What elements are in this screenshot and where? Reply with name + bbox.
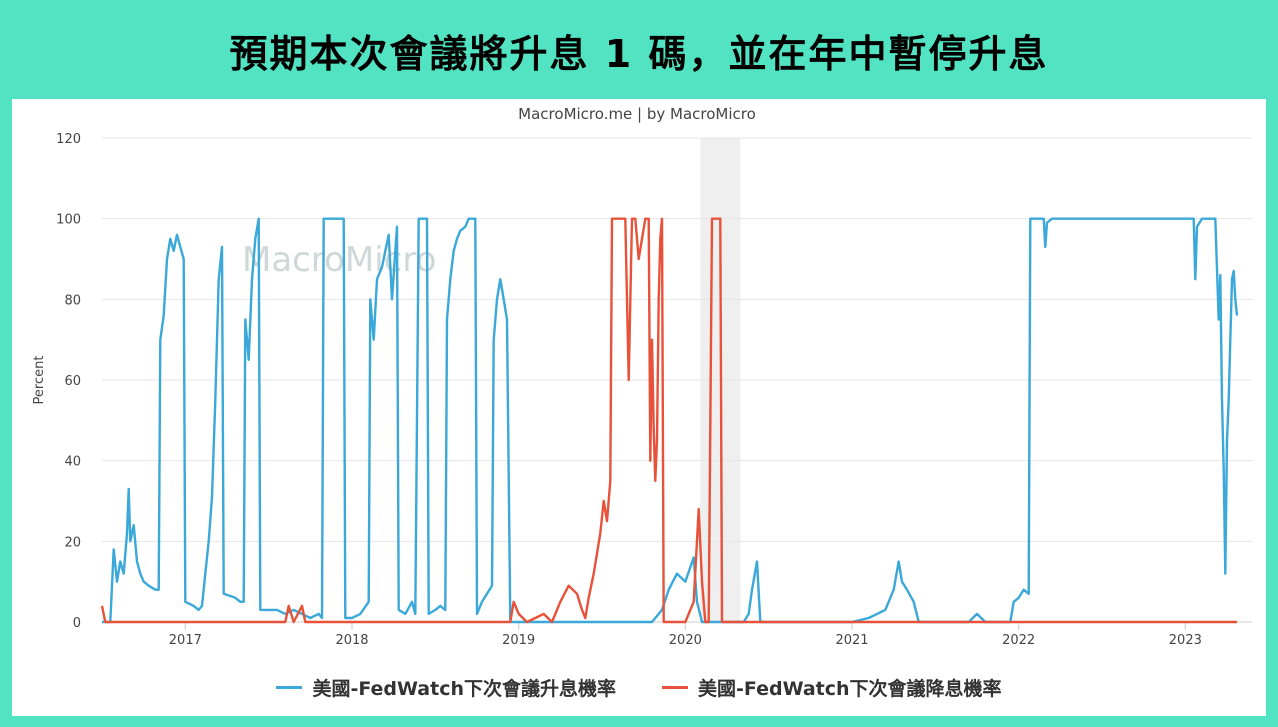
legend-item-cut[interactable]: 美國-FedWatch下次會議降息機率 xyxy=(662,674,1002,701)
x-tick-label: 2020 xyxy=(669,633,702,648)
x-tick-label: 2019 xyxy=(502,633,535,648)
chart-credit: MacroMicro.me | by MacroMicro xyxy=(518,105,756,123)
y-axis-title: Percent xyxy=(32,356,47,405)
legend-swatch-hike xyxy=(276,685,303,689)
y-tick-label: 60 xyxy=(64,374,81,389)
y-tick-label: 100 xyxy=(56,213,81,228)
chart-headline: 預期本次會議將升息 1 碼，並在年中暫停升息 xyxy=(229,31,1049,76)
y-gridlines xyxy=(102,137,1252,623)
series-line-hike xyxy=(102,217,1239,624)
x-tick-label: 2023 xyxy=(1169,633,1202,648)
chart-legend: 美國-FedWatch下次會議升息機率 美國-FedWatch下次會議降息機率 xyxy=(12,667,1266,707)
y-tick-label: 120 xyxy=(56,132,81,147)
y-tick-labels: 0 20 40 60 80 100 120 xyxy=(56,132,81,631)
legend-swatch-cut xyxy=(662,685,688,689)
chart-panel: MacroMicro.me | by MacroMicro MacroMicro… xyxy=(12,99,1266,716)
line-chart: MacroMicro.me | by MacroMicro MacroMicro… xyxy=(32,105,1252,648)
x-tick-label: 2018 xyxy=(335,633,368,648)
x-tick-label: 2022 xyxy=(1002,633,1035,648)
watermark-text: MacroMicro xyxy=(242,240,436,280)
series-line-cut xyxy=(100,217,1237,624)
y-tick-label: 0 xyxy=(73,616,81,631)
y-tick-label: 20 xyxy=(64,535,81,550)
x-tick-label: 2021 xyxy=(835,633,868,648)
y-tick-label: 80 xyxy=(64,293,81,308)
x-tick-labels: 2017 2018 2019 2020 2021 2022 2023 xyxy=(169,622,1202,648)
series-lines xyxy=(100,217,1239,624)
x-tick-label: 2017 xyxy=(169,633,202,648)
legend-label-cut: 美國-FedWatch下次會議降息機率 xyxy=(698,677,1002,700)
legend-item-hike[interactable]: 美國-FedWatch下次會議升息機率 xyxy=(276,674,616,701)
y-tick-label: 40 xyxy=(64,455,81,470)
legend-label-hike: 美國-FedWatch下次會議升息機率 xyxy=(312,677,616,700)
